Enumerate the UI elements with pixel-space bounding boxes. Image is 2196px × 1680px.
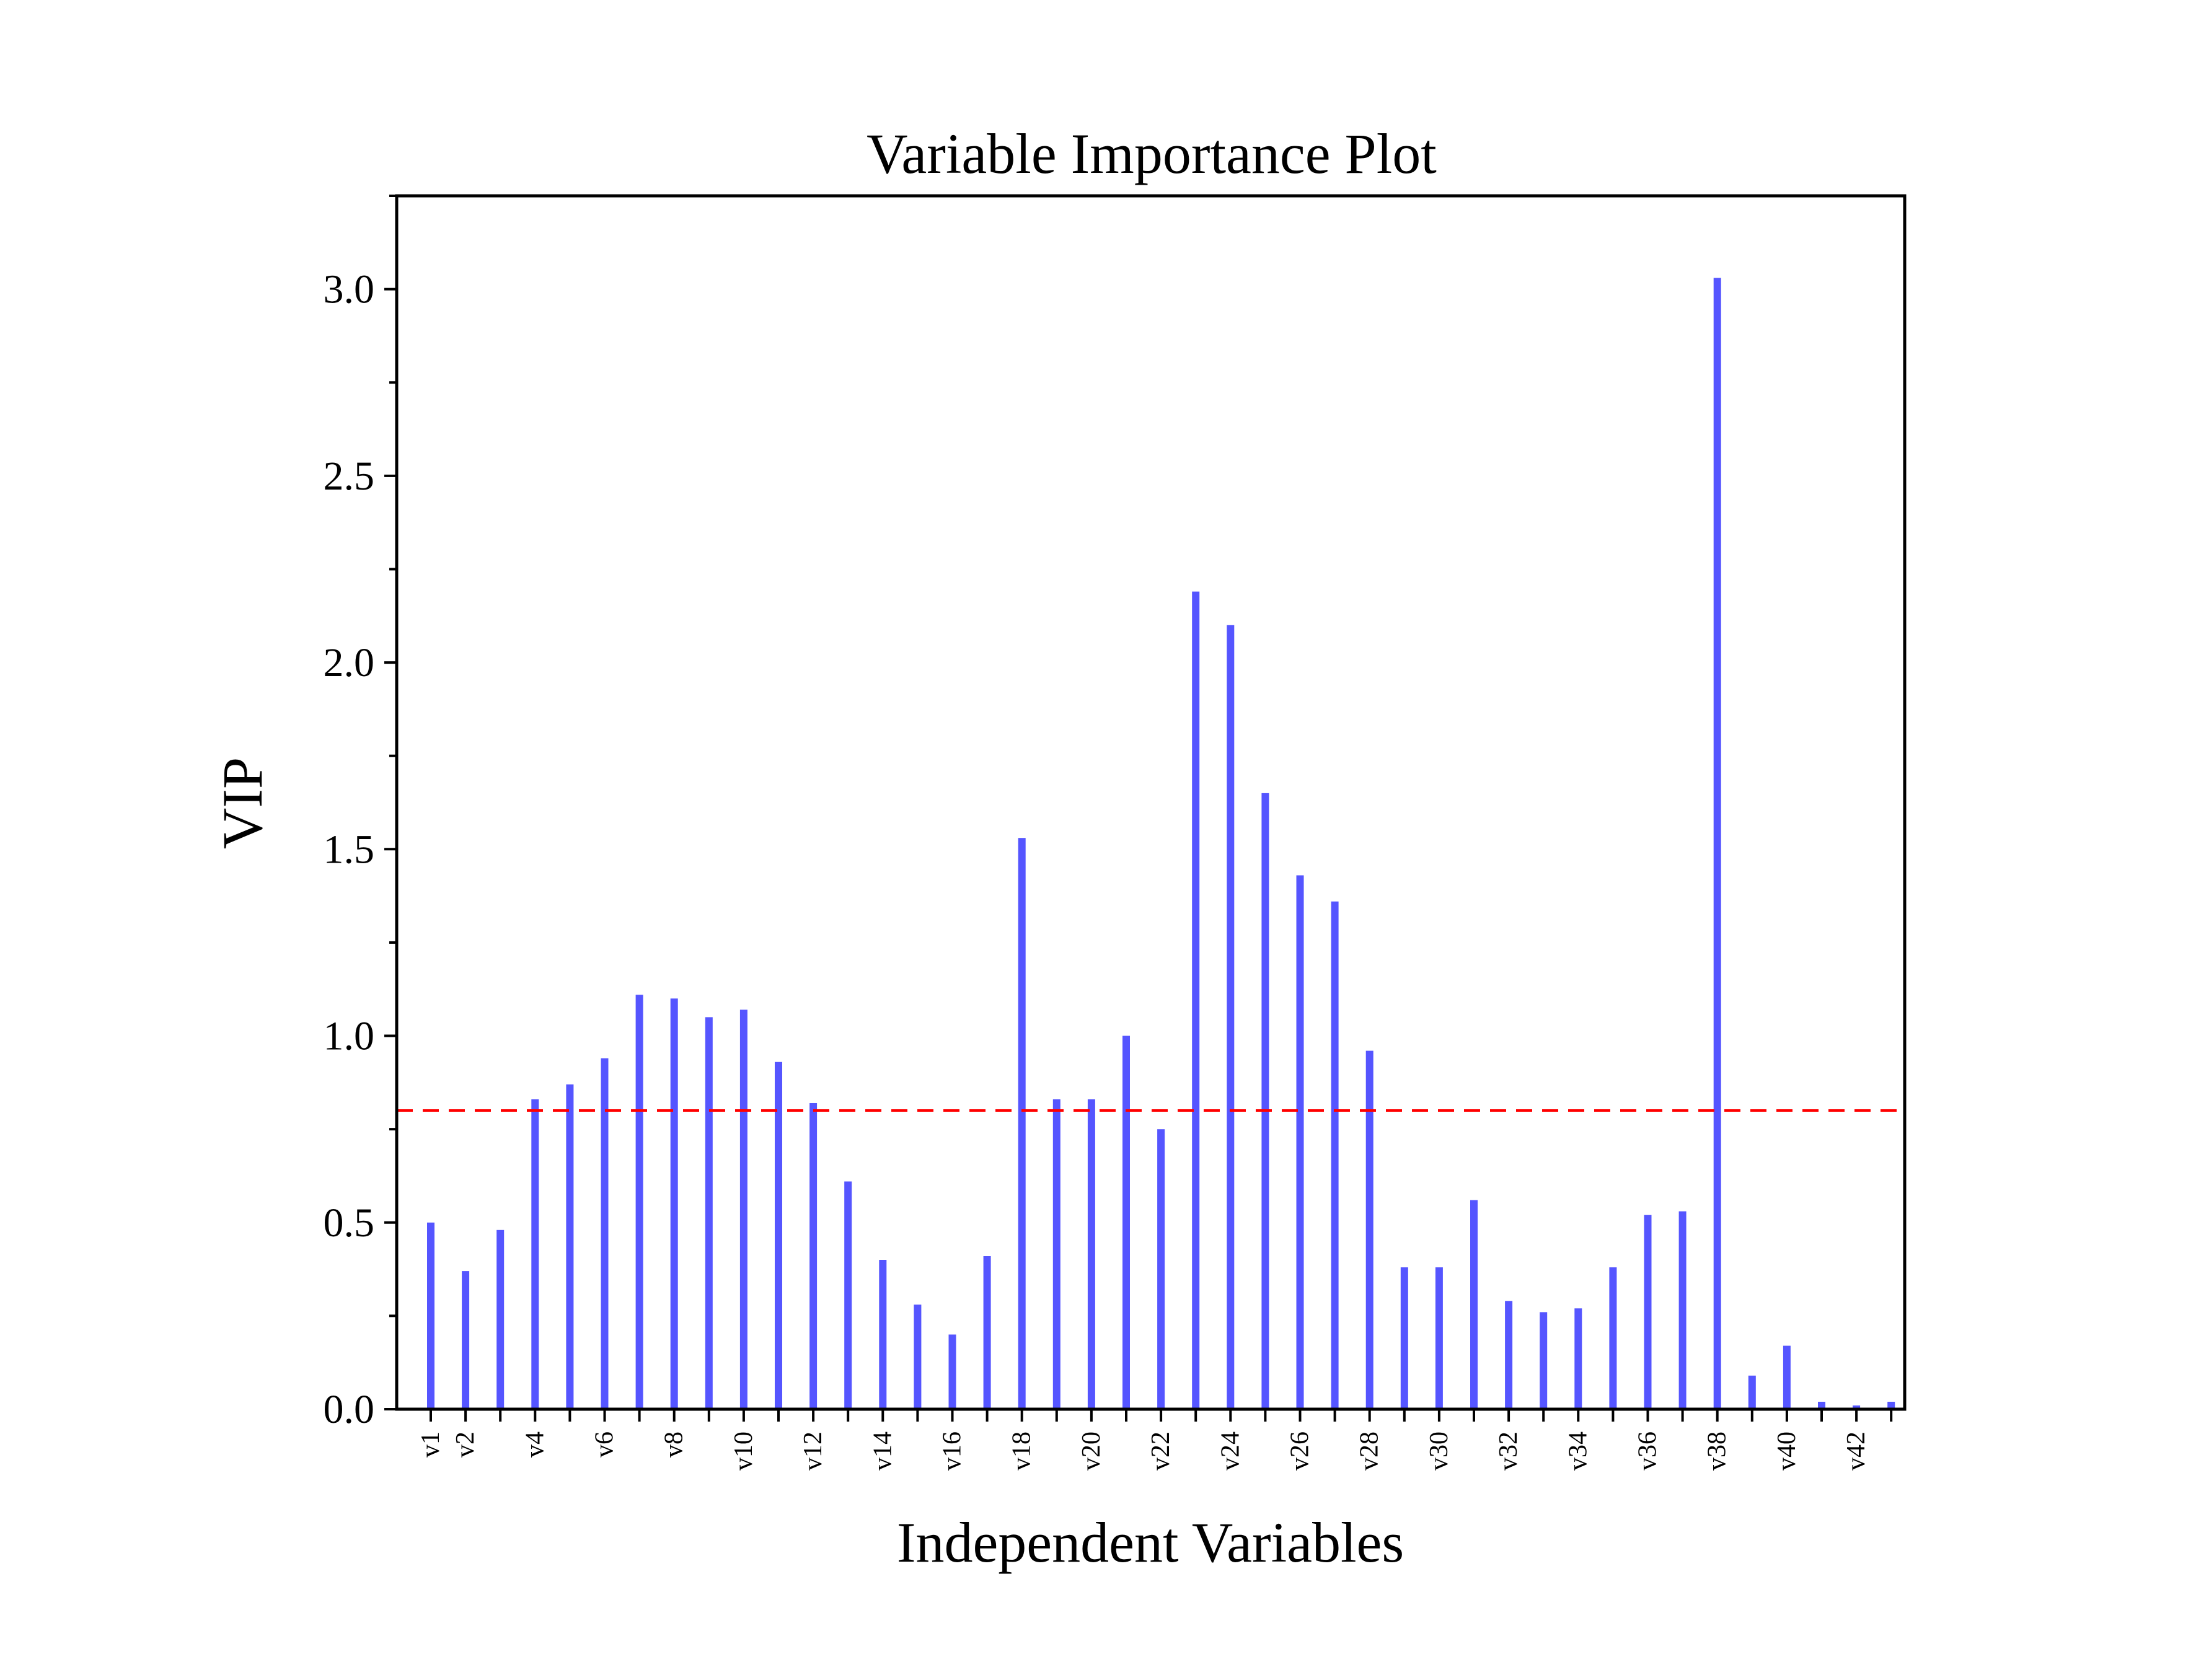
x-tick-label: v34 bbox=[1564, 1432, 1592, 1471]
bar-v12 bbox=[809, 1103, 818, 1409]
bar-v3 bbox=[496, 1229, 505, 1409]
bar-v7 bbox=[635, 995, 643, 1409]
x-tick-label: v42 bbox=[1842, 1432, 1871, 1471]
bar-v36 bbox=[1644, 1215, 1652, 1409]
x-tick-label: v22 bbox=[1147, 1432, 1175, 1471]
bar-v42 bbox=[1853, 1405, 1861, 1409]
bar-v13 bbox=[844, 1181, 852, 1409]
bar-v17 bbox=[983, 1256, 991, 1409]
bar-v41 bbox=[1818, 1402, 1825, 1409]
x-tick-label: v38 bbox=[1703, 1432, 1732, 1471]
x-tick-label: v26 bbox=[1286, 1432, 1315, 1471]
plot-frame bbox=[395, 194, 1907, 1411]
x-tick-label: v18 bbox=[1008, 1432, 1036, 1471]
x-tick-label: v40 bbox=[1773, 1432, 1801, 1471]
bar-v29 bbox=[1400, 1267, 1408, 1409]
x-tick-label: v10 bbox=[730, 1432, 758, 1471]
bar-v23 bbox=[1192, 591, 1200, 1409]
y-tick-label: 1.0 bbox=[324, 1014, 375, 1059]
y-tick-label: 0.5 bbox=[324, 1200, 375, 1246]
y-tick-label: 1.5 bbox=[324, 827, 375, 872]
bar-v15 bbox=[914, 1304, 922, 1409]
bar-v4 bbox=[531, 1099, 539, 1409]
x-tick-label: v32 bbox=[1494, 1432, 1523, 1471]
bar-v38 bbox=[1713, 278, 1721, 1409]
y-tick-label: 3.0 bbox=[324, 267, 375, 312]
bar-v35 bbox=[1609, 1267, 1617, 1409]
y-axis-label: VIP bbox=[211, 757, 274, 849]
bar-v40 bbox=[1783, 1345, 1791, 1409]
bar-v6 bbox=[601, 1058, 609, 1409]
bar-v20 bbox=[1087, 1099, 1095, 1409]
bar-v43 bbox=[1887, 1402, 1895, 1409]
x-tick-label: v24 bbox=[1216, 1432, 1245, 1471]
bar-v27 bbox=[1331, 901, 1339, 1409]
bar-v1 bbox=[427, 1222, 434, 1409]
bar-v2 bbox=[462, 1271, 470, 1409]
bar-v21 bbox=[1122, 1036, 1130, 1409]
x-tick-label: v4 bbox=[521, 1432, 549, 1458]
bar-v5 bbox=[566, 1084, 574, 1409]
y-axis: 0.0 0.5 1.0 1.5 2.0 2.5 3.0 bbox=[324, 195, 397, 1432]
bar-v30 bbox=[1435, 1267, 1443, 1409]
x-tick-label: v8 bbox=[660, 1432, 689, 1458]
bar-v18 bbox=[1018, 838, 1026, 1409]
x-tick-label: v12 bbox=[799, 1432, 827, 1471]
bar-v31 bbox=[1470, 1200, 1478, 1409]
bar-v32 bbox=[1505, 1301, 1513, 1409]
bar-v37 bbox=[1678, 1211, 1687, 1409]
x-tick-label: v20 bbox=[1077, 1432, 1106, 1471]
chart-title: Variable Importance Plot bbox=[866, 122, 1437, 185]
x-tick-label: v36 bbox=[1634, 1432, 1662, 1471]
x-tick-label: v28 bbox=[1356, 1432, 1384, 1471]
bar-v9 bbox=[705, 1017, 713, 1409]
bar-v11 bbox=[775, 1062, 782, 1409]
bar-v25 bbox=[1261, 793, 1269, 1409]
bar-v14 bbox=[879, 1260, 887, 1409]
bar-v26 bbox=[1296, 875, 1304, 1409]
y-tick-label: 2.0 bbox=[324, 640, 375, 685]
x-tick-label: v2 bbox=[451, 1432, 480, 1458]
bar-v10 bbox=[739, 1009, 747, 1409]
x-tick-label: v30 bbox=[1425, 1432, 1453, 1471]
bar-v24 bbox=[1227, 625, 1235, 1409]
bar-v34 bbox=[1574, 1308, 1582, 1409]
x-tick-label: v16 bbox=[938, 1432, 967, 1471]
y-tick-label: 0.0 bbox=[324, 1387, 375, 1432]
bar-v16 bbox=[948, 1334, 956, 1409]
bars-group bbox=[427, 278, 1895, 1409]
x-axis: v1 v2 v4 v6 v8 v10 v12 v14 v16 v18 v20 v22 v24 v26 v28… bbox=[417, 1409, 1893, 1471]
bar-v22 bbox=[1157, 1129, 1165, 1409]
bar-v19 bbox=[1052, 1099, 1061, 1409]
bar-v28 bbox=[1365, 1050, 1374, 1409]
y-tick-label: 2.5 bbox=[324, 454, 375, 499]
x-tick-label: v6 bbox=[591, 1432, 619, 1458]
bar-v33 bbox=[1540, 1312, 1548, 1409]
x-tick-label: v14 bbox=[868, 1432, 897, 1471]
bar-v8 bbox=[670, 998, 678, 1409]
x-axis-label: Independent Variables bbox=[897, 1511, 1404, 1574]
bar-v39 bbox=[1748, 1375, 1756, 1409]
x-tick-label: v1 bbox=[417, 1432, 445, 1458]
